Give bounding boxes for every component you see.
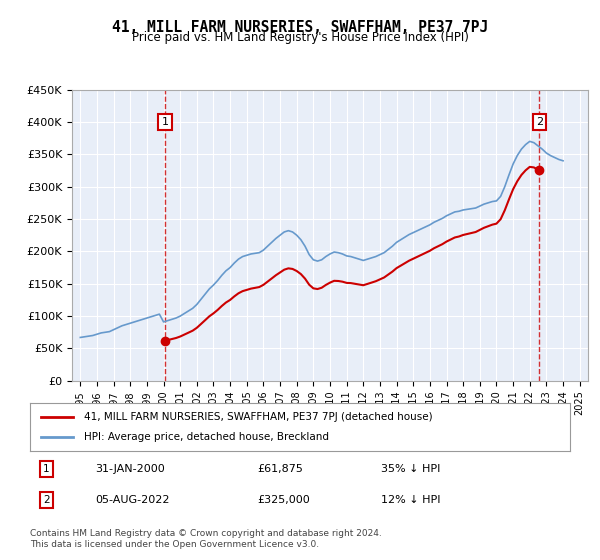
Text: 12% ↓ HPI: 12% ↓ HPI	[381, 495, 440, 505]
Text: 1: 1	[43, 464, 50, 474]
Text: HPI: Average price, detached house, Breckland: HPI: Average price, detached house, Brec…	[84, 432, 329, 442]
Text: 05-AUG-2022: 05-AUG-2022	[95, 495, 169, 505]
Text: 2: 2	[536, 117, 543, 127]
Text: 1: 1	[161, 117, 169, 127]
Text: £61,875: £61,875	[257, 464, 302, 474]
Text: 2: 2	[43, 495, 50, 505]
Text: 35% ↓ HPI: 35% ↓ HPI	[381, 464, 440, 474]
Text: £325,000: £325,000	[257, 495, 310, 505]
Text: Contains HM Land Registry data © Crown copyright and database right 2024.
This d: Contains HM Land Registry data © Crown c…	[30, 529, 382, 549]
Text: 41, MILL FARM NURSERIES, SWAFFHAM, PE37 7PJ (detached house): 41, MILL FARM NURSERIES, SWAFFHAM, PE37 …	[84, 412, 433, 422]
Text: Price paid vs. HM Land Registry's House Price Index (HPI): Price paid vs. HM Land Registry's House …	[131, 31, 469, 44]
Text: 31-JAN-2000: 31-JAN-2000	[95, 464, 164, 474]
Text: 41, MILL FARM NURSERIES, SWAFFHAM, PE37 7PJ: 41, MILL FARM NURSERIES, SWAFFHAM, PE37 …	[112, 20, 488, 35]
